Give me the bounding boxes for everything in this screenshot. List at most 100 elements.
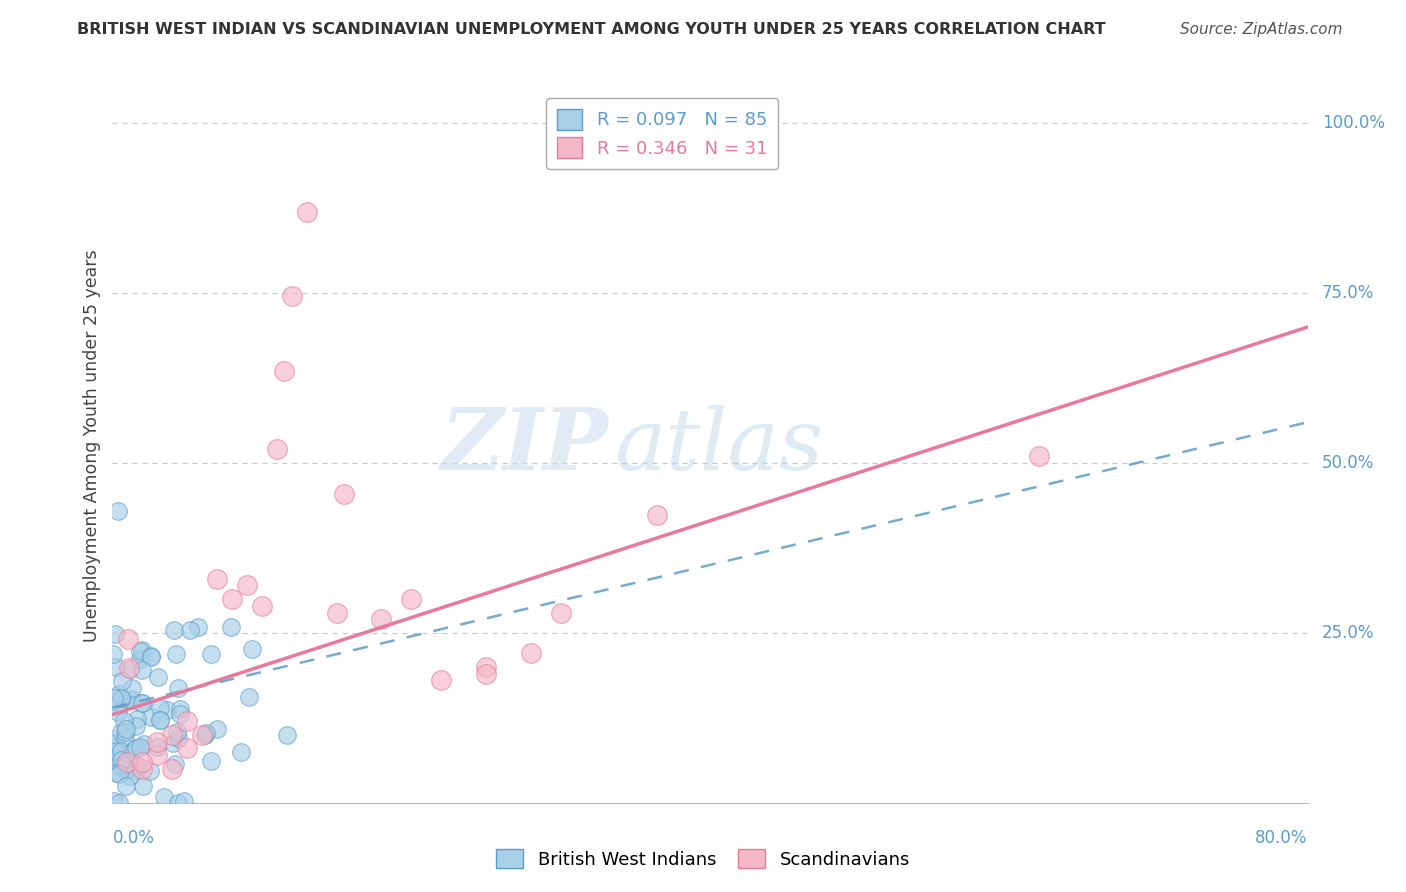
Point — [114, 724, 136, 739]
Point — [117, 632, 139, 647]
Point — [145, 739, 167, 754]
Point — [176, 741, 198, 756]
Point — [221, 591, 243, 606]
Point — [105, 744, 128, 758]
Point — [110, 753, 132, 767]
Y-axis label: Unemployment Among Youth under 25 years: Unemployment Among Youth under 25 years — [83, 250, 101, 642]
Point — [103, 794, 125, 808]
Point — [167, 796, 190, 810]
Point — [127, 763, 149, 777]
Point — [120, 662, 142, 676]
Point — [125, 740, 148, 755]
Point — [131, 643, 153, 657]
Point — [111, 691, 134, 706]
Point — [120, 691, 142, 706]
Point — [236, 578, 259, 592]
Point — [139, 764, 162, 778]
Legend: British West Indians, Scandinavians: British West Indians, Scandinavians — [489, 841, 917, 876]
Point — [101, 647, 124, 661]
Point — [104, 766, 127, 780]
Point — [101, 694, 124, 708]
Point — [370, 612, 392, 626]
Point — [1028, 449, 1050, 463]
Text: Source: ZipAtlas.com: Source: ZipAtlas.com — [1180, 22, 1343, 37]
Point — [146, 670, 169, 684]
Point — [149, 713, 172, 727]
Point — [139, 650, 162, 665]
Point — [520, 646, 543, 660]
Point — [152, 789, 174, 804]
Point — [333, 486, 356, 500]
Point — [194, 728, 217, 742]
Text: 0.0%: 0.0% — [112, 829, 155, 847]
Point — [250, 599, 273, 613]
Point — [162, 728, 183, 742]
Point — [108, 767, 131, 781]
Point — [191, 728, 214, 742]
Point — [219, 620, 242, 634]
Point — [118, 661, 141, 675]
Point — [200, 754, 222, 768]
Point — [195, 726, 218, 740]
Point — [103, 753, 125, 767]
Point — [146, 734, 169, 748]
Point — [107, 706, 129, 720]
Point — [205, 722, 228, 736]
Point — [176, 714, 198, 729]
Text: 100.0%: 100.0% — [1322, 114, 1385, 132]
Point — [117, 755, 139, 769]
Point — [205, 572, 228, 586]
Point — [125, 712, 148, 726]
Point — [104, 626, 127, 640]
Point — [121, 693, 143, 707]
Point — [295, 204, 318, 219]
Point — [166, 681, 188, 695]
Point — [162, 762, 183, 776]
Point — [475, 660, 498, 674]
Point — [131, 663, 153, 677]
Point — [276, 728, 298, 742]
Point — [645, 508, 668, 522]
Point — [110, 691, 132, 706]
Point — [200, 648, 222, 662]
Point — [129, 652, 152, 666]
Point — [179, 624, 201, 638]
Point — [132, 737, 155, 751]
Point — [131, 755, 153, 769]
Point — [550, 606, 572, 620]
Point — [238, 690, 260, 705]
Text: 80.0%: 80.0% — [1256, 829, 1308, 847]
Point — [122, 743, 145, 757]
Point — [266, 442, 288, 457]
Point — [101, 752, 124, 766]
Point — [187, 620, 209, 634]
Text: BRITISH WEST INDIAN VS SCANDINAVIAN UNEMPLOYMENT AMONG YOUTH UNDER 25 YEARS CORR: BRITISH WEST INDIAN VS SCANDINAVIAN UNEM… — [77, 22, 1107, 37]
Point — [131, 779, 153, 793]
Point — [167, 731, 190, 745]
Point — [281, 289, 304, 303]
Point — [114, 731, 136, 745]
Text: 25.0%: 25.0% — [1322, 624, 1375, 642]
Point — [139, 710, 162, 724]
Point — [475, 666, 498, 681]
Point — [125, 718, 148, 732]
Point — [169, 707, 191, 722]
Point — [115, 723, 138, 737]
Point — [121, 681, 143, 695]
Point — [169, 702, 191, 716]
Point — [111, 674, 134, 689]
Point — [430, 673, 453, 688]
Text: 75.0%: 75.0% — [1322, 284, 1374, 302]
Point — [231, 745, 253, 759]
Point — [165, 648, 187, 662]
Point — [110, 724, 132, 739]
Point — [131, 762, 153, 776]
Point — [273, 364, 295, 378]
Point — [115, 779, 138, 793]
Point — [166, 725, 188, 739]
Point — [112, 714, 135, 728]
Point — [148, 700, 170, 714]
Point — [120, 769, 142, 783]
Point — [108, 687, 131, 701]
Point — [173, 794, 195, 808]
